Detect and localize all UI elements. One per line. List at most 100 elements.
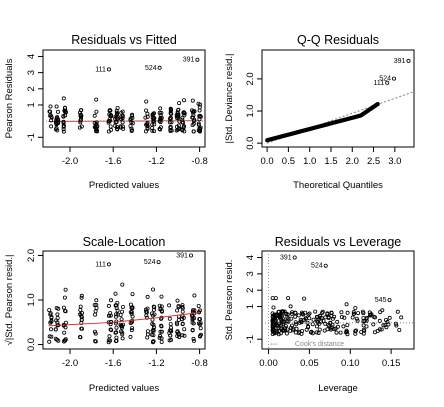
data-point (271, 305, 276, 310)
data-point (129, 328, 134, 333)
data-point (297, 329, 302, 334)
data-point (78, 334, 83, 339)
data-point (345, 323, 350, 328)
data-point (180, 321, 185, 326)
data-point (180, 333, 185, 338)
data-point (49, 115, 54, 120)
data-point (119, 317, 124, 322)
data-point (328, 327, 333, 332)
data-point (128, 117, 133, 122)
data-point (317, 327, 322, 332)
data-point (198, 113, 203, 118)
data-point (338, 330, 343, 335)
x-axis-label: Leverage (318, 383, 358, 394)
data-point (182, 333, 187, 338)
y-tick-label: 1 (245, 304, 256, 309)
data-point (151, 325, 156, 330)
y-tick-label: 4 (245, 255, 256, 260)
data-point (121, 126, 126, 131)
data-point (128, 124, 133, 129)
data-point (196, 303, 201, 308)
data-point (354, 316, 359, 321)
data-point (55, 315, 60, 320)
x-axis-label: Predicted values (89, 180, 159, 191)
smooth-line (48, 312, 200, 327)
data-point (335, 324, 340, 329)
y-tick-label: 4 (26, 54, 37, 59)
data-point (379, 327, 384, 332)
data-point (79, 326, 84, 331)
data-point (168, 106, 173, 111)
data-point (320, 309, 325, 314)
data-point (190, 327, 195, 332)
data-point (61, 121, 66, 126)
data-point (149, 311, 154, 316)
data-point (375, 102, 380, 107)
data-point (158, 125, 163, 130)
point-label: 524 (379, 76, 391, 83)
data-point (175, 308, 180, 313)
data-point (120, 325, 125, 330)
data-point (94, 122, 99, 127)
outlier-point (406, 58, 411, 63)
panel-title: Residuals vs Fitted (71, 33, 177, 47)
data-point (94, 305, 99, 310)
data-point (107, 334, 112, 339)
data-point (290, 328, 295, 333)
data-point (62, 295, 67, 300)
x-tick-label: -2.0 (62, 358, 78, 369)
data-point (397, 327, 402, 332)
data-point (296, 313, 301, 318)
data-point (120, 304, 125, 309)
data-point (299, 320, 304, 325)
data-point (352, 311, 357, 316)
cooks-distance-legend: Cook's distance (295, 341, 344, 348)
x-tick-label: 3.0 (388, 156, 401, 167)
data-point (151, 129, 156, 134)
data-point (330, 322, 335, 327)
data-point (371, 322, 376, 327)
data-point (181, 98, 186, 103)
data-point (294, 322, 299, 327)
data-point (381, 323, 386, 328)
outlier-point (157, 65, 162, 70)
data-point (356, 311, 361, 316)
data-point (145, 335, 150, 340)
data-point (114, 335, 119, 340)
data-point (159, 336, 164, 341)
data-point (177, 126, 182, 131)
data-point (175, 110, 180, 115)
data-point (196, 121, 201, 126)
data-point (114, 314, 119, 319)
data-point (120, 336, 125, 341)
data-point (198, 102, 203, 107)
data-point (283, 319, 288, 324)
data-point (115, 300, 120, 305)
outlier-point (106, 262, 111, 267)
data-point (56, 338, 61, 343)
data-point (387, 315, 392, 320)
data-point (279, 326, 284, 331)
data-point (78, 112, 83, 117)
data-point (49, 318, 54, 323)
data-point (327, 324, 332, 329)
data-point (53, 120, 58, 125)
data-point (329, 311, 334, 316)
data-point (361, 327, 366, 332)
point-label: 111 (374, 80, 385, 87)
data-point (115, 125, 120, 130)
data-point (334, 330, 339, 335)
data-point (182, 113, 187, 118)
data-point (190, 308, 195, 313)
data-point (168, 127, 173, 132)
data-point (335, 319, 340, 324)
data-point (361, 323, 366, 328)
y-tick-label: -1 (245, 335, 256, 343)
data-point (78, 120, 83, 125)
data-point (93, 338, 98, 343)
data-point (79, 295, 84, 300)
data-point (191, 129, 196, 134)
data-point (120, 113, 125, 118)
data-point (53, 127, 58, 132)
data-point (325, 312, 330, 317)
